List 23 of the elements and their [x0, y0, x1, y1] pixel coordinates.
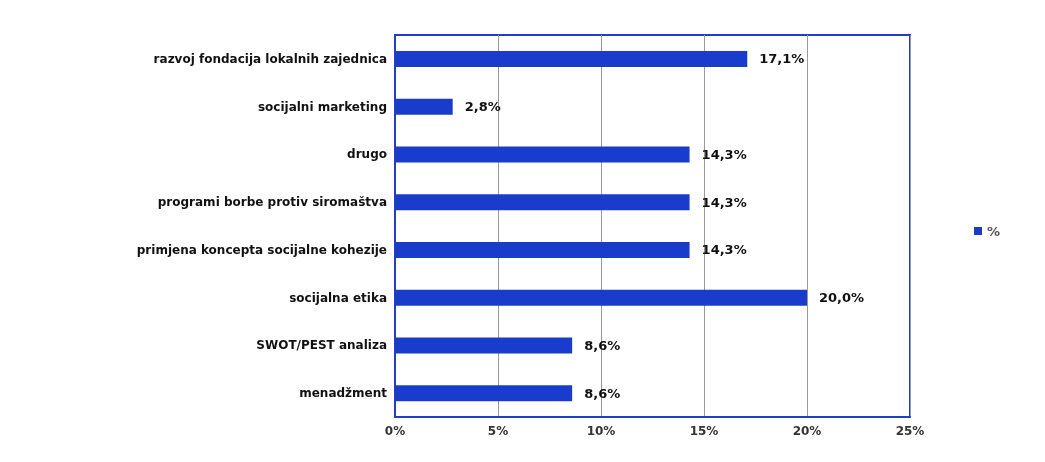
x-tick-label: 10% [586, 424, 616, 438]
data-label: 8,6% [584, 385, 621, 401]
data-label: 14,3% [701, 194, 747, 210]
data-label: 8,6% [584, 337, 621, 353]
x-tick-label: 0% [384, 424, 406, 438]
y-tick-label: primjena koncepta socijalne kohezije [136, 242, 387, 257]
x-tick-label: 20% [792, 424, 822, 438]
data-label: 17,1% [759, 51, 805, 67]
y-tick-label: socijalni marketing [257, 99, 387, 114]
x-tick-label: 5% [487, 424, 509, 438]
x-tick-label: 25% [895, 424, 925, 438]
y-tick-label: socijalna etika [289, 290, 387, 305]
y-tick-label: menadžment [299, 386, 388, 401]
y-tick-label: SWOT/PEST analiza [256, 338, 387, 353]
y-tick-label: razvoj fondacija lokalnih zajednica [153, 51, 387, 66]
data-label: 14,3% [701, 146, 747, 162]
y-tick-label: programi borbe protiv siromaštva [157, 195, 387, 210]
data-label: 2,8% [464, 99, 501, 115]
data-label: 14,3% [701, 242, 747, 258]
x-tick-label: 15% [689, 424, 719, 438]
y-tick-label: drugo [347, 147, 387, 162]
data-label: 20,0% [819, 290, 865, 306]
legend-label: % [986, 223, 1001, 239]
